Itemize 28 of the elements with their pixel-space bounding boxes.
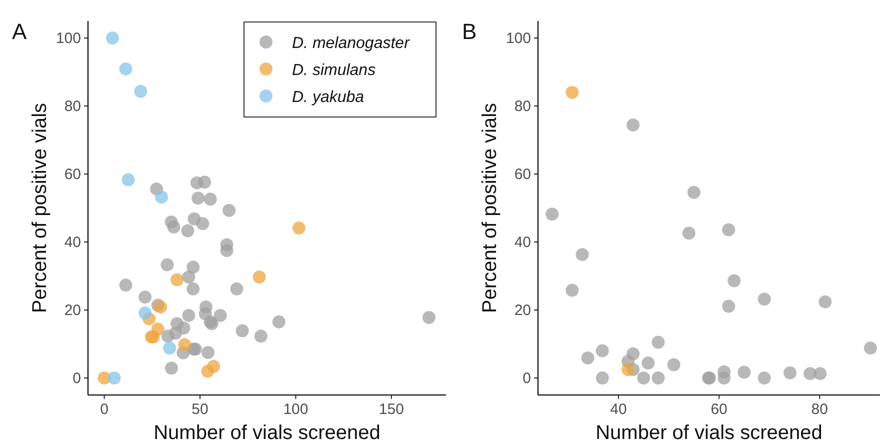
legend-label: D. simulans [292, 62, 376, 79]
y-tick-label: 60 [64, 166, 81, 183]
x-axis-title: Number of vials screened [154, 422, 380, 444]
x-tick-label: 40 [610, 401, 627, 418]
x-axis-title: Number of vials screened [596, 422, 822, 444]
y-tick-label: 0 [72, 370, 81, 387]
y-tick-label: 20 [514, 302, 531, 319]
y-axis-title: Percent of positive vials [29, 102, 51, 314]
x-tick-label: 60 [710, 401, 728, 418]
y-tick-label: 40 [64, 234, 81, 251]
text: A [12, 19, 27, 44]
y-tick-label: 40 [514, 234, 531, 251]
y-tick-label: 100 [506, 30, 531, 47]
x-tick-label: 150 [378, 401, 404, 418]
y-tick-label: 80 [64, 98, 81, 115]
y-tick-label: 100 [56, 30, 81, 47]
x-tick-label: 100 [283, 401, 308, 418]
x-tick-label: 80 [811, 401, 828, 418]
legend-label: D. yakuba [292, 89, 364, 106]
y-tick-label: 60 [514, 166, 531, 183]
legend-label: D. melanogaster [292, 35, 410, 52]
x-tick-label: 0 [100, 401, 108, 418]
y-tick-label: 80 [514, 98, 531, 115]
y-tick-label: 0 [522, 370, 531, 387]
text: B [462, 19, 477, 44]
y-tick-label: 20 [64, 302, 81, 319]
x-tick-label: 50 [192, 401, 208, 418]
y-axis-title: Percent of positive vials [479, 102, 501, 314]
